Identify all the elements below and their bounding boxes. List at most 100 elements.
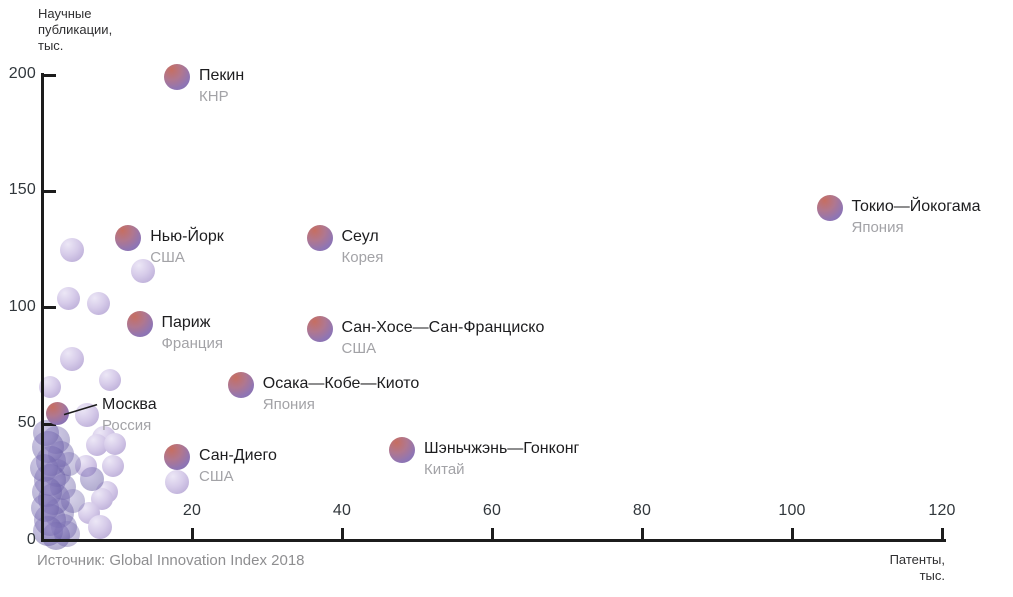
city-bubble [126, 311, 153, 338]
city-label: Париж Франция [162, 314, 223, 353]
x-tick [640, 528, 644, 541]
cluster-bubble [60, 488, 85, 513]
city-bubble [164, 64, 190, 91]
background-bubble [60, 237, 84, 262]
city-bubble [227, 371, 254, 398]
city-country-label: США [150, 248, 185, 266]
background-bubble [165, 470, 189, 495]
city-bubble [306, 224, 333, 251]
city-bubble [816, 194, 843, 221]
cluster-bubble [50, 473, 76, 500]
background-bubble [87, 514, 112, 539]
city-country-label: Россия [102, 416, 152, 434]
x-tick [340, 528, 344, 541]
y-tick [43, 422, 56, 426]
cluster-bubble [50, 513, 77, 540]
background-bubble [56, 286, 80, 310]
city-name-label: Токио—Йокогама [851, 197, 981, 215]
cluster-bubble [47, 441, 74, 468]
y-axis-title: Научные публикации, тыс. [38, 6, 112, 54]
cluster-bubble [30, 454, 59, 483]
y-tick-label: 50 [17, 414, 36, 432]
city-country-label: КНР [199, 88, 229, 106]
x-tick-label: 40 [332, 502, 352, 519]
city-name-label: Сеул [341, 227, 379, 245]
y-tick-label: 0 [26, 530, 36, 548]
city-country-label: США [341, 339, 377, 357]
x-tick-label: 20 [182, 502, 202, 519]
city-name-label: Шэньчжэнь—Гонконг [424, 439, 580, 457]
city-country-label: Корея [341, 248, 384, 266]
y-tick-label: 200 [8, 65, 36, 82]
background-bubble [75, 455, 98, 478]
cluster-bubble [33, 463, 66, 496]
x-tick-label: 120 [928, 502, 956, 519]
source-note: Источник: Global Innovation Index 2018 [37, 552, 305, 569]
cluster-bubble [32, 431, 64, 464]
city-country-label: Япония [262, 395, 315, 413]
city-bubble [164, 443, 190, 470]
city-label: Токио—Йокогама Япония [852, 198, 981, 237]
city-label: Сан-Диего США [199, 447, 277, 486]
city-label: Москва Россия [102, 396, 157, 435]
y-tick [43, 306, 56, 310]
y-axis-title-line1: Научные [38, 6, 92, 21]
y-axis-title-line2: публикации, [38, 22, 113, 37]
cluster-bubble [53, 520, 80, 547]
x-tick [790, 528, 794, 541]
city-name-label: Пекин [199, 67, 245, 85]
city-name-label: Нью-Йорк [150, 227, 224, 245]
background-bubble [86, 291, 110, 315]
x-axis-title-line2: тыс. [919, 568, 945, 583]
x-tick-label: 80 [632, 502, 652, 519]
y-axis-title-line3: тыс. [38, 38, 64, 53]
background-bubble [85, 434, 108, 457]
x-axis-title-line1: Патенты, [889, 552, 945, 567]
city-label: Шэньчжэнь—Гонконг Китай [424, 440, 579, 479]
city-name-label: Сан-Хосе—Сан-Франциско [341, 318, 545, 336]
cluster-bubble [31, 476, 62, 507]
background-bubble [103, 432, 126, 455]
city-name-label: Осака—Кобе—Киото [262, 374, 420, 392]
cluster-bubble [41, 426, 70, 455]
y-axis-line [40, 73, 44, 542]
x-tick-label: 60 [482, 502, 502, 519]
background-bubble [75, 402, 99, 427]
city-name-label: Москва [102, 395, 157, 413]
x-tick-label: 100 [778, 502, 806, 519]
x-tick [940, 528, 944, 541]
city-country-label: Франция [161, 335, 223, 353]
city-country-label: Китай [424, 460, 465, 478]
background-bubble [102, 455, 125, 478]
city-label: Сан-Хосе—Сан-Франциско США [342, 319, 545, 358]
y-tick-label: 100 [8, 297, 36, 315]
cluster-bubble [57, 451, 81, 476]
y-tick [43, 189, 56, 193]
background-bubble [130, 258, 155, 283]
city-country-label: Япония [851, 218, 904, 236]
city-label: Осака—Кобе—Киото Япония [263, 375, 420, 414]
background-bubble [38, 375, 61, 398]
background-bubble [60, 346, 84, 371]
city-bubble [115, 224, 142, 251]
city-name-label: Сан-Диего [199, 446, 277, 464]
city-label: Нью-Йорк США [150, 228, 224, 267]
city-label: Пекин КНР [199, 67, 244, 106]
city-bubble [389, 436, 415, 463]
y-tick [43, 73, 56, 77]
cluster-bubble [42, 521, 71, 550]
city-bubble [306, 315, 333, 342]
city-name-label: Париж [161, 314, 211, 332]
city-bubble [45, 402, 69, 426]
y-tick-label: 150 [8, 181, 36, 199]
city-label: Сеул Корея [342, 228, 384, 267]
city-country-label: США [199, 467, 234, 485]
cluster-bubble [43, 459, 71, 487]
cluster-bubble [34, 503, 67, 536]
background-bubble [98, 368, 121, 391]
cluster-bubble [80, 466, 105, 491]
x-tick [190, 528, 194, 541]
x-tick [490, 528, 494, 541]
